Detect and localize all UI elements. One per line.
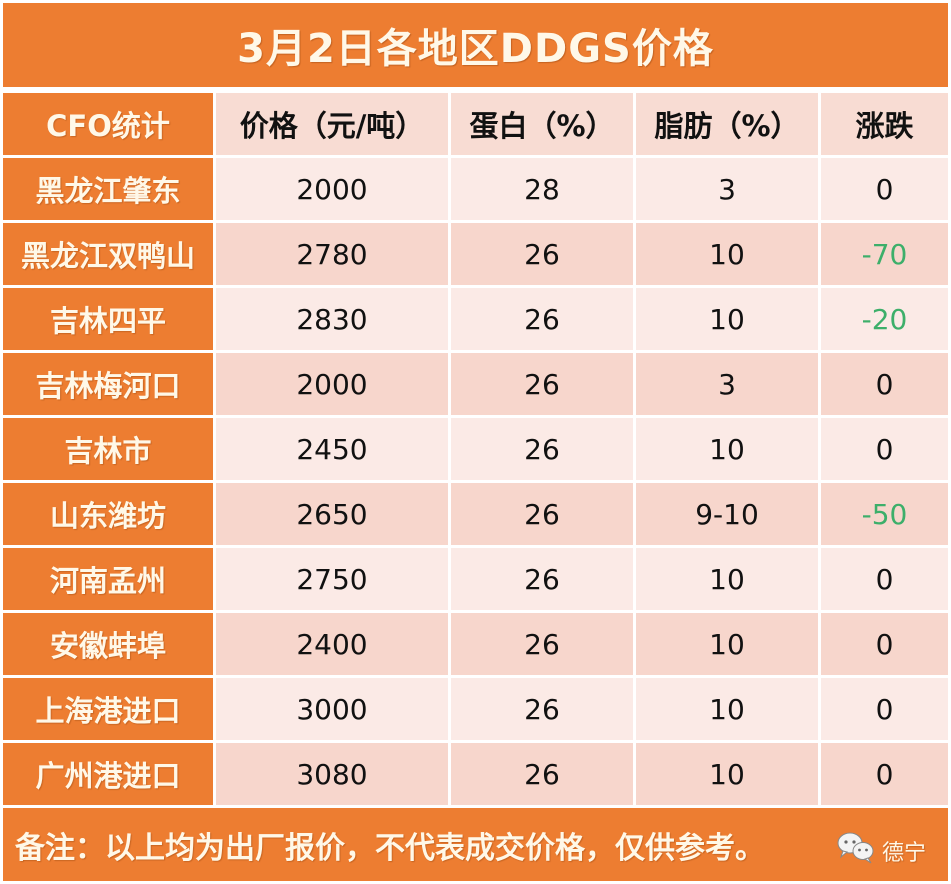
table-row: 黑龙江双鸭山 2780 26 10 -70 — [3, 223, 948, 285]
region-cell: 广州港进口 — [3, 743, 213, 805]
change-cell: 0 — [821, 418, 948, 480]
change-cell: 0 — [821, 743, 948, 805]
change-cell: -70 — [821, 223, 948, 285]
change-cell: 0 — [821, 678, 948, 740]
price-table: CFO统计 价格（元/吨） 蛋白（%） 脂肪（%） 涨跌 黑龙江肇东 2000 28… — [0, 90, 951, 808]
price-cell: 2750 — [216, 548, 448, 610]
fat-cell: 10 — [636, 548, 818, 610]
table-row: 黑龙江肇东 2000 28 3 0 — [3, 158, 948, 220]
protein-cell: 26 — [451, 353, 633, 415]
table-row: 山东潍坊 2650 26 9-10 -50 — [3, 483, 948, 545]
protein-cell: 26 — [451, 418, 633, 480]
region-cell: 上海港进口 — [3, 678, 213, 740]
price-cell: 2000 — [216, 353, 448, 415]
fat-cell: 3 — [636, 158, 818, 220]
region-cell: 吉林市 — [3, 418, 213, 480]
table-row: 吉林四平 2830 26 10 -20 — [3, 288, 948, 350]
table-row: 河南孟州 2750 26 10 0 — [3, 548, 948, 610]
protein-cell: 26 — [451, 743, 633, 805]
table-row: 安徽蚌埠 2400 26 10 0 — [3, 613, 948, 675]
region-cell: 安徽蚌埠 — [3, 613, 213, 675]
price-cell: 2650 — [216, 483, 448, 545]
header-price: 价格（元/吨） — [216, 93, 448, 155]
table-row: 上海港进口 3000 26 10 0 — [3, 678, 948, 740]
region-cell: 河南孟州 — [3, 548, 213, 610]
fat-cell: 3 — [636, 353, 818, 415]
price-cell: 3080 — [216, 743, 448, 805]
protein-cell: 26 — [451, 288, 633, 350]
protein-cell: 26 — [451, 548, 633, 610]
table-row: 吉林市 2450 26 10 0 — [3, 418, 948, 480]
price-cell: 2450 — [216, 418, 448, 480]
price-cell: 2830 — [216, 288, 448, 350]
price-cell: 3000 — [216, 678, 448, 740]
protein-cell: 26 — [451, 678, 633, 740]
price-cell: 2000 — [216, 158, 448, 220]
change-cell: -20 — [821, 288, 948, 350]
header-protein: 蛋白（%） — [451, 93, 633, 155]
change-cell: 0 — [821, 353, 948, 415]
price-cell: 2780 — [216, 223, 448, 285]
fat-cell: 10 — [636, 743, 818, 805]
region-cell: 吉林梅河口 — [3, 353, 213, 415]
table-row: 广州港进口 3080 26 10 0 — [3, 743, 948, 805]
protein-cell: 26 — [451, 613, 633, 675]
table-header-row: CFO统计 价格（元/吨） 蛋白（%） 脂肪（%） 涨跌 — [3, 93, 948, 155]
change-cell: 0 — [821, 613, 948, 675]
table-row: 吉林梅河口 2000 26 3 0 — [3, 353, 948, 415]
wechat-icon — [836, 830, 876, 872]
protein-cell: 26 — [451, 223, 633, 285]
header-fat: 脂肪（%） — [636, 93, 818, 155]
fat-cell: 10 — [636, 223, 818, 285]
change-cell: -50 — [821, 483, 948, 545]
fat-cell: 9-10 — [636, 483, 818, 545]
price-cell: 2400 — [216, 613, 448, 675]
fat-cell: 10 — [636, 678, 818, 740]
fat-cell: 10 — [636, 288, 818, 350]
region-cell: 黑龙江双鸭山 — [3, 223, 213, 285]
header-region: CFO统计 — [3, 93, 213, 155]
change-cell: 0 — [821, 158, 948, 220]
fat-cell: 10 — [636, 613, 818, 675]
change-cell: 0 — [821, 548, 948, 610]
protein-cell: 28 — [451, 158, 633, 220]
region-cell: 山东潍坊 — [3, 483, 213, 545]
footer-note: 备注：以上均为出厂报价，不代表成交价格，仅供参考。 — [15, 830, 765, 866]
page-title: 3月2日各地区DDGS价格 — [3, 3, 948, 87]
fat-cell: 10 — [636, 418, 818, 480]
region-cell: 黑龙江肇东 — [3, 158, 213, 220]
watermark: 德宁 — [836, 830, 926, 872]
watermark-text: 德宁 — [881, 841, 926, 866]
footer-note-bar: 备注：以上均为出厂报价，不代表成交价格，仅供参考。 德宁 — [3, 808, 948, 881]
protein-cell: 26 — [451, 483, 633, 545]
header-change: 涨跌 — [821, 93, 948, 155]
region-cell: 吉林四平 — [3, 288, 213, 350]
